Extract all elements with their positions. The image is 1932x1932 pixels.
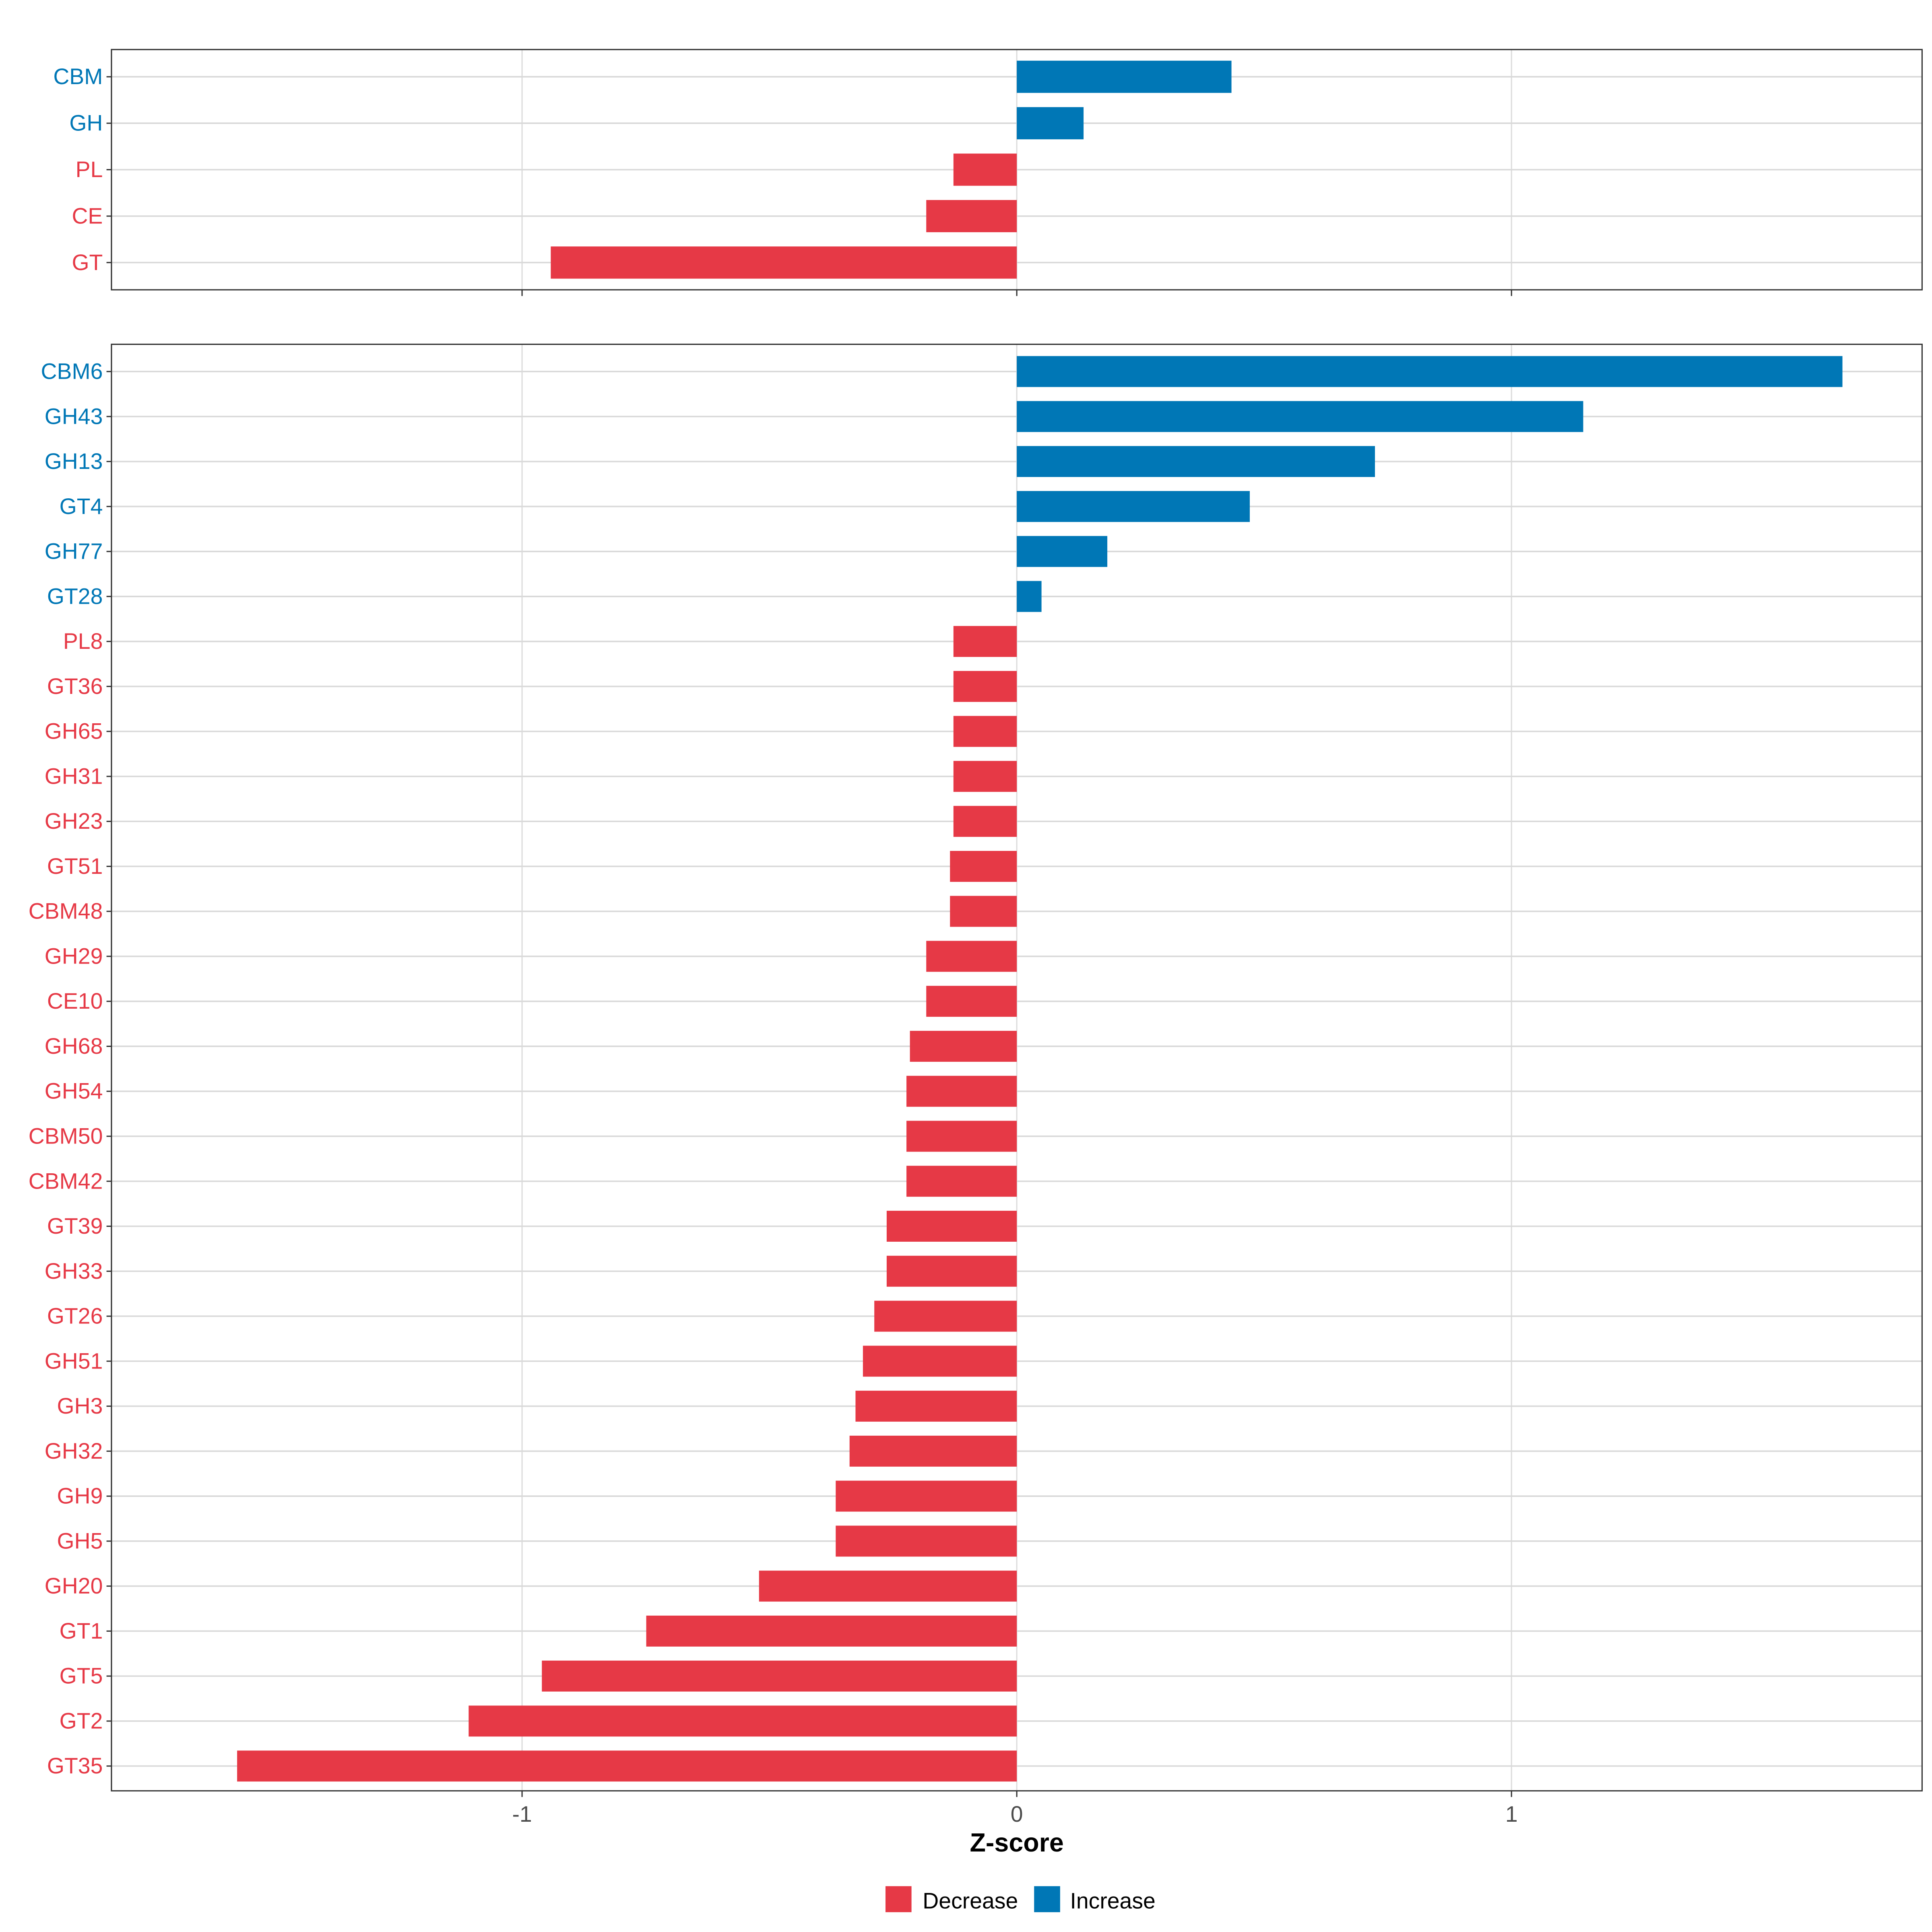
y-tick-label: GH13 — [45, 449, 103, 474]
bar-cbm48 — [950, 896, 1017, 927]
legend: Decrease Increase — [886, 1886, 1156, 1913]
legend-label-increase: Increase — [1070, 1889, 1155, 1913]
x-tick-label: -1 — [512, 1802, 532, 1827]
bar-gh31 — [953, 761, 1017, 792]
bar-gh13 — [1017, 446, 1375, 477]
bar-gt1 — [646, 1615, 1017, 1647]
bar-cbm50 — [906, 1121, 1017, 1152]
bar-gh43 — [1017, 401, 1583, 432]
bar-cbm42 — [906, 1166, 1017, 1197]
bar-gh77 — [1017, 536, 1108, 567]
y-tick-label: GT36 — [47, 674, 103, 699]
y-tick-label: GT5 — [60, 1664, 103, 1688]
bar-gt26 — [874, 1300, 1017, 1332]
y-tick-label: GT51 — [47, 854, 103, 879]
bar-gt5 — [542, 1660, 1017, 1692]
bar-gh3 — [855, 1391, 1017, 1422]
y-tick-label: GH77 — [45, 539, 103, 564]
y-tick-label: GH43 — [45, 404, 103, 429]
y-tick-label: GH3 — [57, 1393, 103, 1418]
y-tick-label: GH — [69, 111, 103, 136]
bar-gh5 — [836, 1525, 1017, 1557]
bar-gh33 — [886, 1255, 1017, 1287]
y-tick-label: PL — [76, 157, 103, 182]
bar-gt28 — [1017, 581, 1042, 612]
panel-top: CBM GH PL CE GT — [53, 49, 1923, 296]
y-tick-label: GT39 — [47, 1214, 103, 1238]
y-tick-label: GH32 — [45, 1439, 103, 1463]
bar-gt36 — [953, 671, 1017, 702]
x-axis-title: Z-score — [970, 1828, 1063, 1857]
bar-gh32 — [849, 1435, 1017, 1467]
bar-gh54 — [906, 1075, 1017, 1107]
bar-gh65 — [953, 716, 1017, 747]
bar-gh51 — [863, 1346, 1017, 1377]
y-tick-label: GT2 — [60, 1708, 103, 1733]
y-tick-label: GH23 — [45, 809, 103, 834]
bar-gt35 — [237, 1750, 1017, 1782]
y-tick-label: CE — [72, 203, 103, 228]
y-tick-label: GH51 — [45, 1348, 103, 1373]
legend-label-decrease: Decrease — [923, 1889, 1018, 1913]
y-tick-label: CBM6 — [41, 359, 103, 384]
bar-gh23 — [953, 806, 1017, 837]
y-tick-label: CBM42 — [29, 1168, 103, 1193]
bar-gt — [551, 246, 1017, 279]
y-tick-label: PL8 — [63, 629, 103, 654]
bar-pl — [953, 153, 1017, 186]
y-tick-label: GH33 — [45, 1259, 103, 1284]
y-tick-label: GT35 — [47, 1753, 103, 1778]
bar-pl8 — [953, 626, 1017, 657]
y-tick-label: GH65 — [45, 719, 103, 744]
bar-cbm6 — [1017, 356, 1843, 387]
legend-swatch-decrease — [886, 1886, 912, 1912]
y-tick-label: GH31 — [45, 764, 103, 788]
bar-ce — [926, 200, 1017, 232]
x-tick-label: 1 — [1505, 1802, 1518, 1827]
panel-border — [111, 343, 1923, 1792]
y-tick-label: GH20 — [45, 1573, 103, 1598]
bar-ce10 — [926, 986, 1017, 1017]
y-tick-label: CBM — [53, 64, 103, 89]
bar-gh — [1017, 107, 1084, 140]
bar-gt39 — [886, 1211, 1017, 1242]
y-tick-label: GT — [72, 250, 103, 275]
y-tick-label: GH29 — [45, 943, 103, 968]
panel-border — [111, 49, 1923, 291]
y-tick-label: GH5 — [57, 1528, 103, 1553]
bar-gh29 — [926, 941, 1017, 972]
y-tick-label: GH68 — [45, 1034, 103, 1059]
y-tick-label: GH54 — [45, 1079, 103, 1104]
bar-gt2 — [469, 1705, 1017, 1737]
bar-gh68 — [910, 1031, 1017, 1062]
y-tick-label: CBM50 — [29, 1123, 103, 1148]
bar-gh9 — [836, 1480, 1017, 1512]
y-tick-label: GT28 — [47, 584, 103, 609]
y-tick-label: GH9 — [57, 1484, 103, 1509]
panel-bottom: CBM6GH43GH13GT4GH77GT28PL8GT36GH65GH31GH… — [29, 343, 1923, 1827]
y-tick-label: GT4 — [60, 494, 103, 519]
bar-gt51 — [950, 850, 1017, 882]
bar-gh20 — [759, 1571, 1017, 1602]
bar-cbm — [1017, 60, 1232, 93]
y-tick-label: GT26 — [47, 1304, 103, 1329]
y-tick-label: GT1 — [60, 1618, 103, 1643]
y-tick-label: CE10 — [47, 989, 103, 1013]
bar-gt4 — [1017, 491, 1250, 522]
x-tick-label: 0 — [1011, 1802, 1023, 1827]
y-tick-label: CBM48 — [29, 899, 103, 924]
legend-swatch-increase — [1034, 1886, 1060, 1912]
